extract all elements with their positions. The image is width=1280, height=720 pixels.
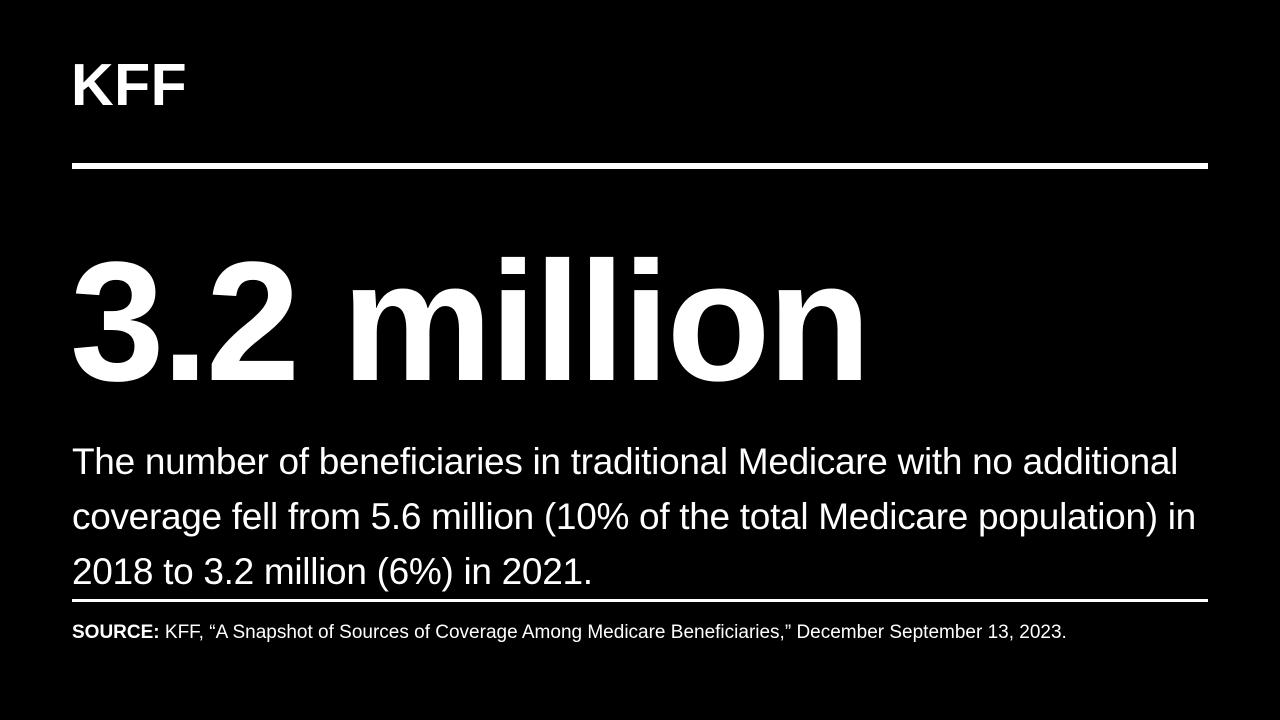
statistic-description: The number of beneficiaries in tradition…: [72, 441, 1196, 592]
source-label: SOURCE:: [72, 622, 160, 643]
top-divider: [72, 163, 1208, 169]
source-line: SOURCE: KFF, “A Snapshot of Sources of C…: [72, 620, 1212, 646]
kff-logo: KFF: [71, 52, 188, 118]
source-divider: [72, 599, 1208, 602]
headline-statistic: 3.2 million: [70, 227, 871, 417]
source-citation: KFF, “A Snapshot of Sources of Coverage …: [159, 622, 1067, 643]
